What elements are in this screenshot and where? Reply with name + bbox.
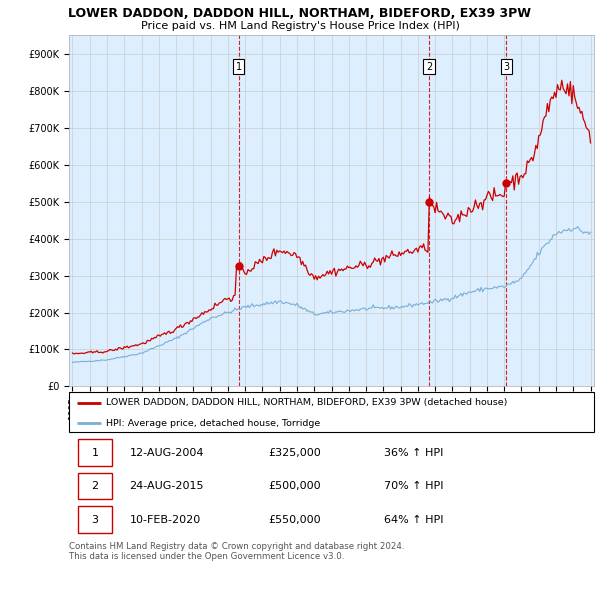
Text: 64% ↑ HPI: 64% ↑ HPI <box>384 514 443 525</box>
Text: £550,000: £550,000 <box>269 514 321 525</box>
Text: 1: 1 <box>91 448 98 458</box>
Text: 3: 3 <box>503 62 509 72</box>
Bar <box>78 506 112 533</box>
Text: Price paid vs. HM Land Registry's House Price Index (HPI): Price paid vs. HM Land Registry's House … <box>140 21 460 31</box>
Text: 24-AUG-2015: 24-AUG-2015 <box>130 481 204 491</box>
Text: LOWER DADDON, DADDON HILL, NORTHAM, BIDEFORD, EX39 3PW: LOWER DADDON, DADDON HILL, NORTHAM, BIDE… <box>68 7 532 20</box>
Text: 10-FEB-2020: 10-FEB-2020 <box>130 514 200 525</box>
Bar <box>78 440 112 466</box>
Text: LOWER DADDON, DADDON HILL, NORTHAM, BIDEFORD, EX39 3PW (detached house): LOWER DADDON, DADDON HILL, NORTHAM, BIDE… <box>106 398 507 407</box>
Text: 1: 1 <box>236 62 242 72</box>
Text: HPI: Average price, detached house, Torridge: HPI: Average price, detached house, Torr… <box>106 418 320 428</box>
Text: 12-AUG-2004: 12-AUG-2004 <box>130 448 204 458</box>
Text: 2: 2 <box>426 62 432 72</box>
Text: £325,000: £325,000 <box>269 448 321 458</box>
Text: £500,000: £500,000 <box>269 481 321 491</box>
Text: 70% ↑ HPI: 70% ↑ HPI <box>384 481 443 491</box>
Text: Contains HM Land Registry data © Crown copyright and database right 2024.
This d: Contains HM Land Registry data © Crown c… <box>69 542 404 561</box>
Text: 36% ↑ HPI: 36% ↑ HPI <box>384 448 443 458</box>
Text: 2: 2 <box>91 481 98 491</box>
Text: 3: 3 <box>91 514 98 525</box>
Bar <box>78 473 112 499</box>
